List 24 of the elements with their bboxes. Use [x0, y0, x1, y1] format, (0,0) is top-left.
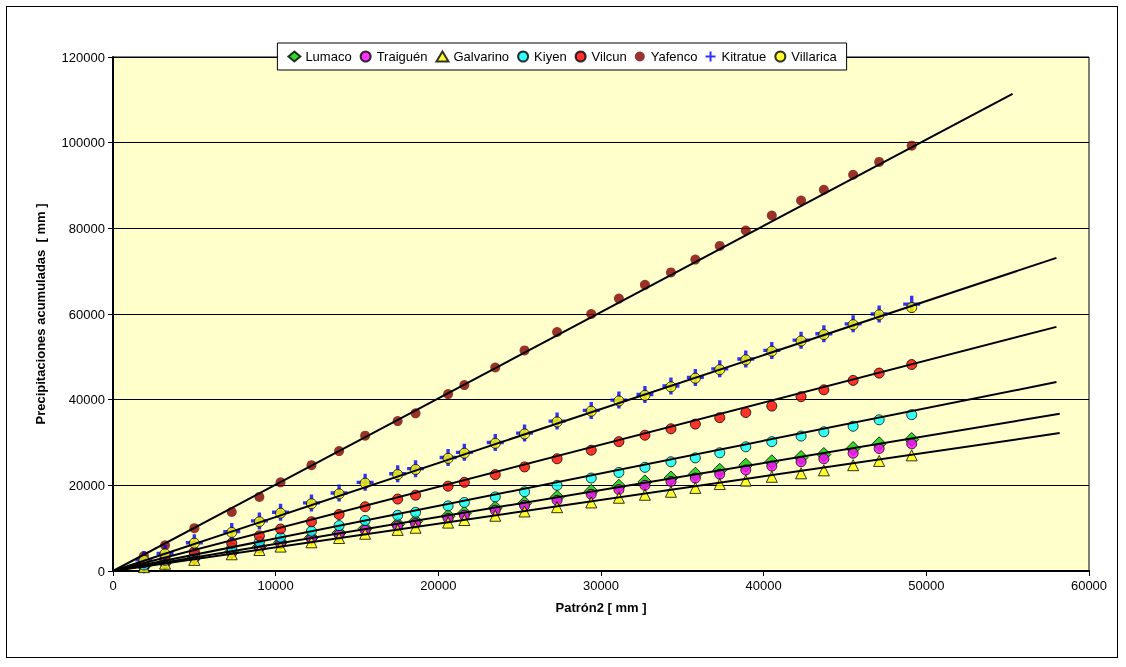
x-tick-label: 10000 [257, 578, 294, 593]
y-axis-title: Precipitaciones acumuladas [ mm ] [33, 203, 48, 425]
y-tick-label: 80000 [68, 220, 105, 236]
legend-label: Yafenco [650, 49, 698, 64]
x-tick-label: 50000 [908, 578, 945, 593]
legend-label: Lumaco [305, 49, 352, 64]
x-tick-label: 60000 [1070, 578, 1108, 593]
x-axis-title: Patrón2 [ mm ] [555, 600, 647, 615]
legend-label: Traiguén [376, 49, 428, 64]
y-tick-label: 60000 [68, 306, 105, 322]
x-tick-label: 30000 [582, 578, 620, 593]
x-tick-label: 40000 [745, 578, 782, 593]
legend-label: Vilcun [591, 49, 627, 64]
legend-label: Galvarino [453, 49, 510, 64]
y-tick-label: 40000 [68, 392, 105, 408]
legend-label: Kiyen [534, 49, 567, 64]
legend-label: Kitratue [721, 49, 767, 64]
y-tick-label: 120000 [61, 49, 105, 65]
y-tick-label: 20000 [68, 477, 105, 493]
x-tick-label: 20000 [420, 578, 457, 593]
y-tick-label: 100000 [61, 135, 105, 151]
legend-label: Villarica [791, 49, 838, 64]
x-tick-label: 0 [109, 578, 117, 593]
y-tick-label: 0 [97, 563, 105, 579]
